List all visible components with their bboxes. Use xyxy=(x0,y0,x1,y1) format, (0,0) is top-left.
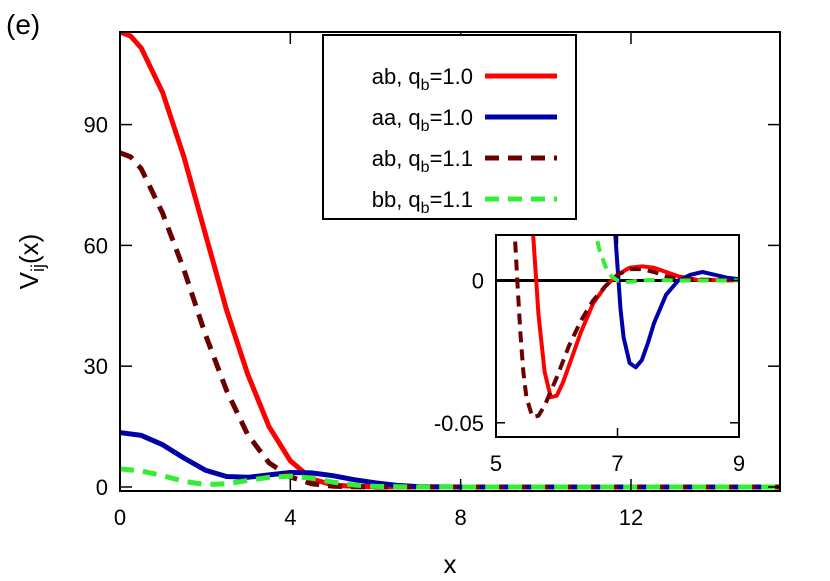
inset-plot: 5 7 9 0 -0.05 xyxy=(434,234,745,476)
y-axis-title-sub: ij xyxy=(28,264,48,272)
legend-label-main: ab, q xyxy=(372,146,421,171)
main-y-tick-label: 60 xyxy=(84,233,108,258)
y-axis-title-suffix: (x) xyxy=(14,234,44,264)
inset-x-tick-label: 9 xyxy=(733,451,745,476)
legend-label-sub: b xyxy=(421,77,430,94)
y-axis-title-main: V xyxy=(14,271,44,289)
inset-x-tick-label: 5 xyxy=(490,451,502,476)
legend-label-sub: b xyxy=(421,118,430,135)
inset-series-group xyxy=(512,235,739,420)
legend-label-ab_q1_1: ab, qb=1.1 xyxy=(372,146,473,176)
main-series-line-aa_q1_0 xyxy=(120,430,780,490)
panel-label: (e) xyxy=(6,9,40,40)
legend-label-suffix: =1.0 xyxy=(430,64,473,89)
legend: ab, qb=1.0aa, qb=1.0ab, qb=1.1bb, qb=1.1 xyxy=(322,34,577,220)
main-y-tick-label: 0 xyxy=(96,475,108,500)
legend-entries: ab, qb=1.0aa, qb=1.0ab, qb=1.1bb, qb=1.1 xyxy=(372,64,557,217)
legend-label-main: ab, q xyxy=(372,64,421,89)
legend-label-ab_q1_0: ab, qb=1.0 xyxy=(372,64,473,94)
legend-label-bb_q1_1: bb, qb=1.1 xyxy=(372,187,473,217)
legend-label-suffix: =1.1 xyxy=(430,146,473,171)
legend-label-main: bb, q xyxy=(372,187,421,212)
main-x-tick-label: 8 xyxy=(455,505,467,530)
main-x-tick-label: 12 xyxy=(619,505,643,530)
main-plot-frame xyxy=(119,31,781,492)
main-y-tick-label: 90 xyxy=(84,113,108,138)
legend-label-sub: b xyxy=(421,159,430,176)
main-series-line-bb_q1_1 xyxy=(120,466,780,490)
main-x-tick-label: 0 xyxy=(114,505,126,530)
y-axis-title: Vij(x) xyxy=(14,234,48,290)
legend-label-aa_q1_0: aa, qb=1.0 xyxy=(372,105,473,135)
legend-label-suffix: =1.1 xyxy=(430,187,473,212)
main-y-tick-label: 30 xyxy=(84,354,108,379)
x-axis-title: x xyxy=(444,549,457,579)
legend-box xyxy=(322,34,577,220)
inset-x-tick-label: 7 xyxy=(611,451,623,476)
legend-label-main: aa, q xyxy=(372,105,421,130)
inset-y-tick-label: -0.05 xyxy=(434,411,484,436)
legend-label-suffix: =1.0 xyxy=(430,105,473,130)
legend-label-sub: b xyxy=(421,200,430,217)
inset-ticks: 5 7 9 0 -0.05 xyxy=(434,235,745,476)
main-x-tick-label: 4 xyxy=(284,505,296,530)
inset-series-line-ab_q1_1 xyxy=(512,235,739,420)
inset-series-line-bb_q1_1 xyxy=(593,235,739,284)
inset-y-tick-label: 0 xyxy=(472,269,484,294)
inset-series-line-aa_q1_0 xyxy=(613,235,739,370)
